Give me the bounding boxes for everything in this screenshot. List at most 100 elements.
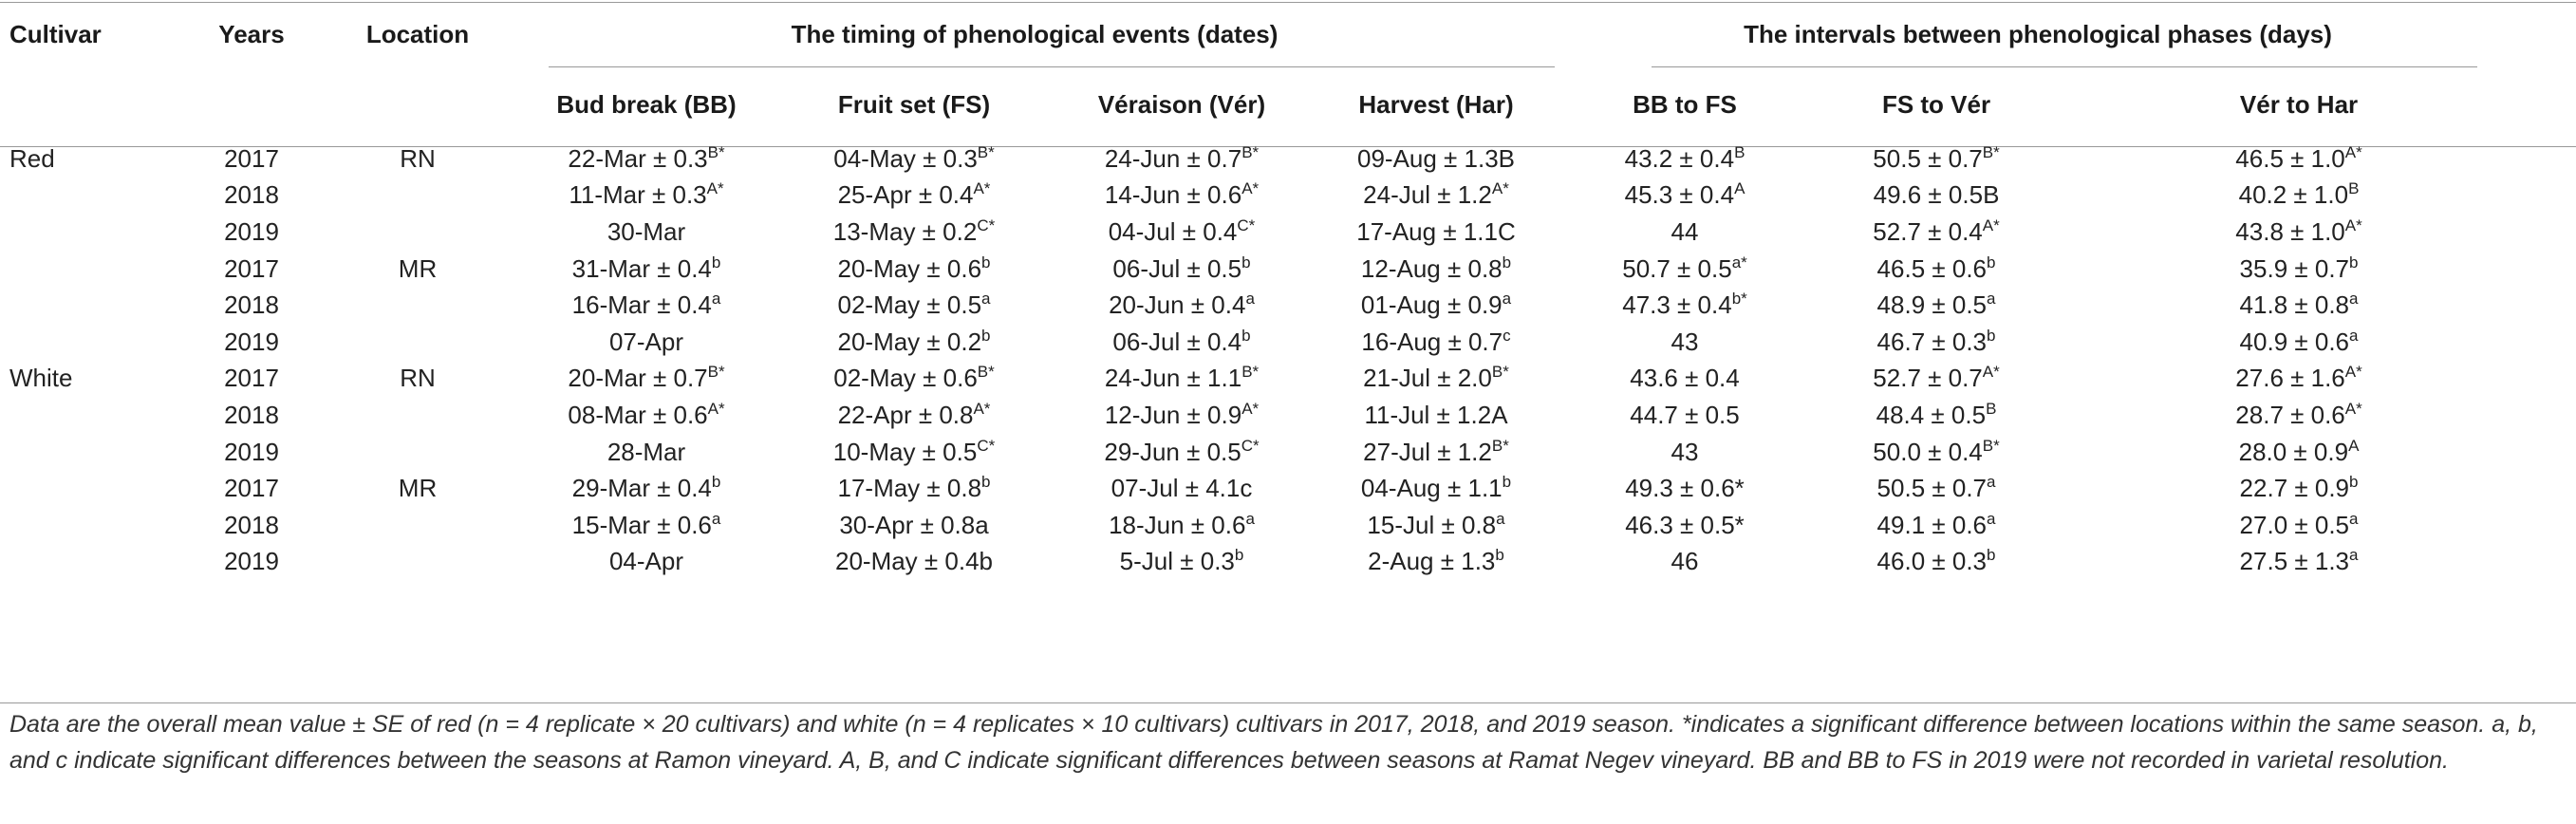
table-row: 2017 MR 31-Mar ± 0.4b 20-May ± 0.6b 06-Jul ±… [0,251,2576,288]
significance-marker: A* [1241,399,1260,418]
cell-fruit-set: 17-May ± 0.8b [780,470,1048,507]
cell-location [323,214,513,251]
significance-marker: a [1245,509,1255,528]
header-fruit-set: Fruit set (FS) [837,89,991,119]
cell-bud-break: 08-Mar ± 0.6A* [513,397,780,434]
cell-cultivar: White [9,364,73,393]
cell-value: 10-May ± 0.5 [832,437,978,466]
cell-value: 27.6 ± 1.6 [2235,364,2345,393]
table-row: Red 2017 RN 22-Mar ± 0.3B* 04-May ± 0.3B* 24-… [0,140,2576,178]
cell-bb-to-fs: 50.7 ± 0.5a* [1557,251,1813,288]
cell-cultivar [0,214,180,251]
cell-value: 24-Jul ± 1.2 [1363,180,1492,210]
cell-value: 47.3 ± 0.4 [1622,290,1732,320]
cell-ver-to-har: 40.2 ± 1.0B [2060,178,2576,215]
cell-harvest: 17-Aug ± 1.1C [1316,214,1557,251]
cell-value: 28.7 ± 0.6 [2235,400,2345,429]
cell-harvest: 16-Aug ± 0.7c [1316,324,1557,361]
cell-value: 17-Aug ± 1.1C [1356,216,1516,246]
cell-bb-to-fs: 43.2 ± 0.4B [1557,140,1813,178]
top-rule [0,2,2576,3]
significance-marker: a [1987,473,1996,492]
significance-marker: b [711,253,721,272]
cell-value: 20-Jun ± 0.4 [1109,290,1246,320]
cell-value: 16-Mar ± 0.4 [571,290,712,320]
table-row: 2019 07-Apr 20-May ± 0.2b 06-Jul ± 0.4b 16-A… [0,324,2576,361]
cell-harvest: 2-Aug ± 1.3b [1316,544,1557,581]
cell-ver-to-har: 27.6 ± 1.6A* [2060,361,2576,398]
significance-marker: c [1503,326,1511,345]
cell-value: 49.1 ± 0.6 [1876,510,1988,539]
cell-harvest: 24-Jul ± 1.2A* [1316,178,1557,215]
cell-value: 44 [1671,216,1699,246]
cell-ver-to-har: 46.5 ± 1.0A* [2060,140,2576,178]
cell-veraison: 14-Jun ± 0.6A* [1048,178,1316,215]
significance-marker: B* [1491,363,1509,382]
cell-fs-to-ver: 52.7 ± 0.4A* [1813,214,2060,251]
significance-marker: A* [1241,179,1260,198]
cell-year: 2017 [224,143,279,173]
significance-marker: a [981,290,991,309]
cell-bud-break: 15-Mar ± 0.6a [513,507,780,544]
cell-year: 2017 [224,253,279,283]
significance-marker: A* [973,399,991,418]
cell-location: MR [398,253,438,283]
cell-bud-break: 04-Apr [513,544,780,581]
cell-value: 49.6 ± 0.5B [1873,180,2000,210]
significance-marker: C* [1241,436,1260,455]
cell-veraison: 04-Jul ± 0.4C* [1048,214,1316,251]
cell-value: 5-Jul ± 0.3 [1119,547,1235,576]
cell-value: 22-Mar ± 0.3 [568,143,708,173]
cell-harvest: 12-Aug ± 0.8b [1316,251,1557,288]
cell-value: 07-Apr [608,327,684,356]
cell-veraison: 5-Jul ± 0.3b [1048,544,1316,581]
cell-value: 46.3 ± 0.5* [1625,510,1745,539]
cell-cultivar [0,470,180,507]
cell-year: 2018 [224,180,279,210]
cell-ver-to-har: 28.7 ± 0.6A* [2060,397,2576,434]
significance-marker: B* [1982,142,2000,161]
significance-marker: b [981,326,991,345]
significance-marker: b [711,473,721,492]
cell-harvest: 15-Jul ± 0.8a [1316,507,1557,544]
cell-year: 2019 [224,437,279,466]
significance-marker: b [1241,326,1251,345]
table-row: 2018 15-Mar ± 0.6a 30-Apr ± 0.8a 18-Jun ± 0… [0,507,2576,544]
significance-marker: B* [977,142,995,161]
cell-value: 43 [1671,327,1699,356]
cell-location [323,287,513,324]
cell-value: 02-May ± 0.6 [833,364,978,393]
significance-marker: a [1987,509,1996,528]
cell-value: 29-Mar ± 0.4 [571,474,712,503]
cell-year: 2019 [224,327,279,356]
cell-fs-to-ver: 50.5 ± 0.7a [1813,470,2060,507]
significance-marker: a [711,290,721,309]
cell-ver-to-har: 40.9 ± 0.6a [2060,324,2576,361]
cell-location: RN [400,364,436,393]
bottom-rule [0,702,2576,703]
cell-fruit-set: 04-May ± 0.3B* [780,140,1048,178]
significance-marker: a [1496,509,1505,528]
cell-bud-break: 31-Mar ± 0.4b [513,251,780,288]
cell-value: 45.3 ± 0.4 [1624,180,1735,210]
cell-bb-to-fs: 43.6 ± 0.4 [1557,361,1813,398]
cell-ver-to-har: 27.0 ± 0.5a [2060,507,2576,544]
cell-value: 16-Aug ± 0.7 [1361,327,1503,356]
cell-year: 2018 [224,510,279,539]
cell-value: 43.8 ± 1.0 [2235,216,2345,246]
significance-marker: b [1241,253,1251,272]
cell-cultivar: Red [9,143,55,173]
cell-bb-to-fs: 47.3 ± 0.4b* [1557,287,1813,324]
header-years: Years [218,19,285,48]
cell-fs-to-ver: 49.1 ± 0.6a [1813,507,2060,544]
cell-cultivar [0,251,180,288]
cell-value: 46.5 ± 1.0 [2235,143,2345,173]
cell-value: 52.7 ± 0.7 [1873,364,1983,393]
cell-bb-to-fs: 45.3 ± 0.4A [1557,178,1813,215]
cell-veraison: 18-Jun ± 0.6a [1048,507,1316,544]
cell-bb-to-fs: 46 [1557,544,1813,581]
cell-veraison: 06-Jul ± 0.4b [1048,324,1316,361]
significance-marker: A* [1491,179,1509,198]
cell-ver-to-har: 27.5 ± 1.3a [2060,544,2576,581]
cell-value: 48.9 ± 0.5 [1876,290,1988,320]
